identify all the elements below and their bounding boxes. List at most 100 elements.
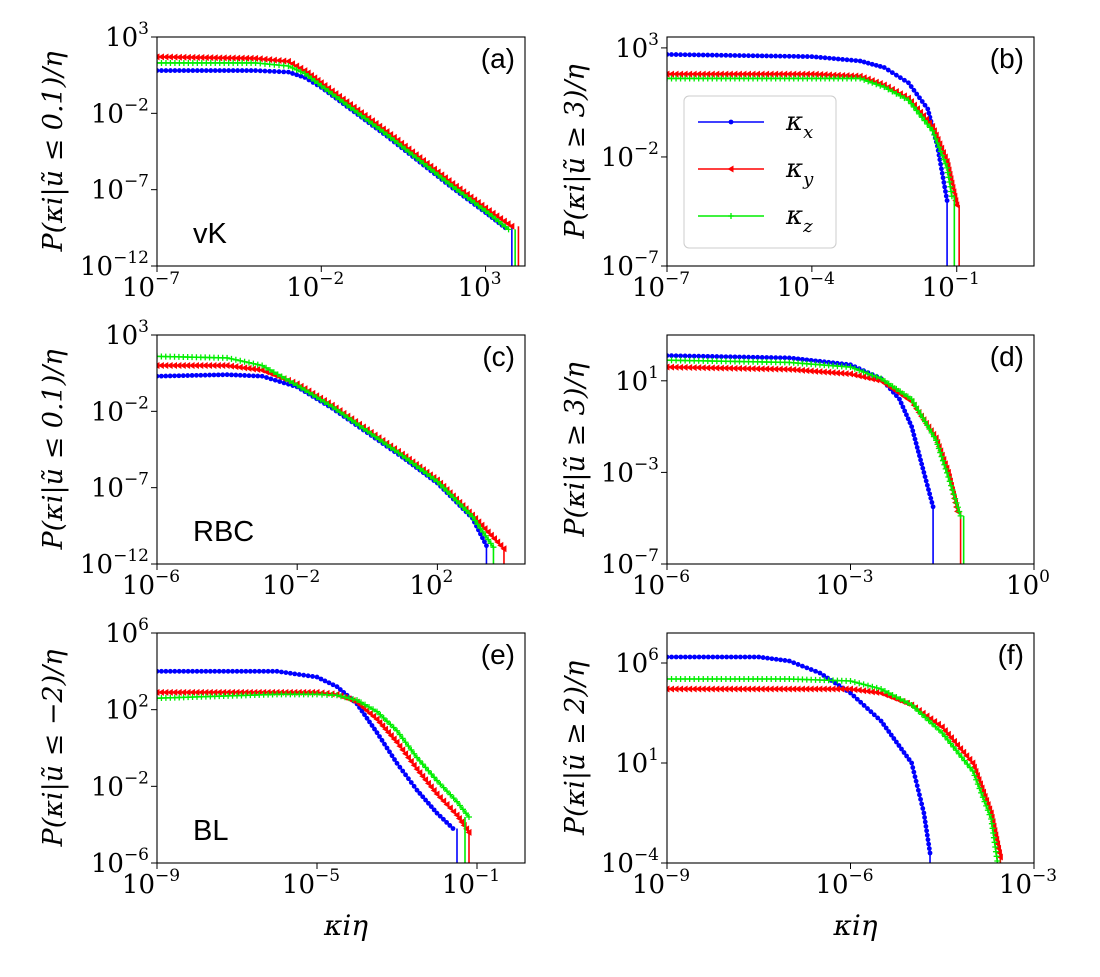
series-marker: [897, 696, 904, 702]
series-marker: [908, 396, 915, 403]
series-marker: [816, 368, 823, 376]
y-tick-label: 103: [105, 19, 149, 53]
dataset-label: vK: [193, 218, 228, 250]
series-marker: [906, 80, 911, 86]
series-marker: [234, 668, 240, 674]
series-marker: [944, 164, 951, 171]
series-marker: [695, 70, 702, 78]
x-tick-label: 10−5: [282, 866, 340, 900]
x-tick-label: 10−2: [262, 567, 320, 601]
series-marker: [769, 656, 775, 662]
series-marker: [278, 373, 285, 380]
series-marker: [893, 739, 899, 745]
series-marker: [450, 826, 456, 831]
series-marker: [825, 685, 832, 693]
series-marker: [379, 722, 386, 730]
series-marker: [807, 367, 814, 375]
series-marker: [668, 685, 675, 693]
panel-label: (b): [990, 43, 1024, 74]
series-marker: [749, 70, 756, 78]
series-marker: [157, 53, 164, 61]
series-marker: [373, 123, 380, 130]
series-marker: [942, 160, 949, 167]
series-κz: [157, 353, 497, 564]
series-marker: [497, 541, 504, 549]
series-marker: [221, 668, 227, 674]
series-marker: [452, 182, 459, 190]
series-marker: [450, 494, 457, 501]
series-marker: [868, 688, 875, 696]
series-marker: [159, 668, 164, 674]
series-marker: [826, 359, 832, 365]
series-marker: [197, 362, 204, 370]
series-marker: [271, 69, 277, 74]
series-marker: [785, 685, 792, 693]
series-marker: [916, 110, 923, 117]
series-marker: [804, 665, 810, 671]
series-marker: [274, 371, 281, 378]
series-marker: [924, 422, 931, 429]
series-marker: [785, 70, 792, 78]
series-marker: [197, 688, 204, 696]
series-marker: [910, 399, 917, 406]
series-marker: [221, 68, 227, 73]
series-marker: [329, 403, 336, 410]
series-marker: [786, 355, 792, 361]
series-marker: [406, 776, 411, 782]
axes-frame: [156, 334, 526, 565]
series-marker: [910, 765, 916, 770]
x-tick-label: 10−6: [815, 866, 873, 900]
series-marker: [915, 708, 922, 715]
series-marker: [235, 68, 241, 73]
series-marker: [776, 685, 783, 693]
series-marker: [233, 688, 240, 696]
series-marker: [321, 82, 328, 90]
series-marker: [943, 157, 950, 165]
series-marker: [943, 464, 950, 472]
series-marker: [376, 719, 383, 727]
legend-marker: [728, 119, 734, 125]
series-marker: [914, 445, 920, 450]
series-marker: [207, 54, 214, 62]
series-marker: [334, 692, 340, 699]
series-marker: [713, 70, 720, 78]
series-marker: [318, 676, 324, 682]
series-marker: [325, 84, 332, 92]
series-marker: [413, 765, 420, 773]
series-marker: [900, 404, 906, 410]
series-marker: [935, 726, 942, 733]
series-marker: [737, 53, 742, 58]
series-marker: [189, 373, 195, 378]
series-marker: [719, 654, 725, 660]
series-marker: [422, 764, 429, 771]
y-axis-label: P(κi|ũ ≤ 0.1)/η: [38, 51, 69, 252]
series-marker: [938, 144, 945, 152]
x-axis-label: κiη: [323, 909, 368, 942]
series-κz: [667, 676, 1001, 863]
series-marker: [767, 70, 774, 78]
y-tick-label: 10−7: [91, 470, 149, 504]
series-marker: [417, 791, 423, 796]
series-marker: [795, 662, 801, 667]
series-marker: [443, 488, 450, 495]
series-marker: [931, 131, 938, 138]
series-marker: [469, 513, 476, 520]
series-marker: [981, 798, 988, 805]
series-marker: [909, 760, 915, 766]
series-marker: [817, 70, 824, 78]
series-marker: [986, 811, 993, 818]
series-marker: [457, 802, 463, 809]
series-marker: [399, 452, 406, 459]
series-marker: [917, 792, 922, 798]
series-marker: [773, 656, 779, 662]
series-marker: [292, 671, 298, 677]
series-marker: [970, 763, 977, 771]
series-κz: [667, 357, 965, 564]
series-marker: [362, 701, 368, 708]
series-marker: [203, 68, 209, 73]
series-κx: [667, 654, 933, 863]
series-marker: [799, 70, 806, 78]
series-marker: [352, 420, 359, 427]
